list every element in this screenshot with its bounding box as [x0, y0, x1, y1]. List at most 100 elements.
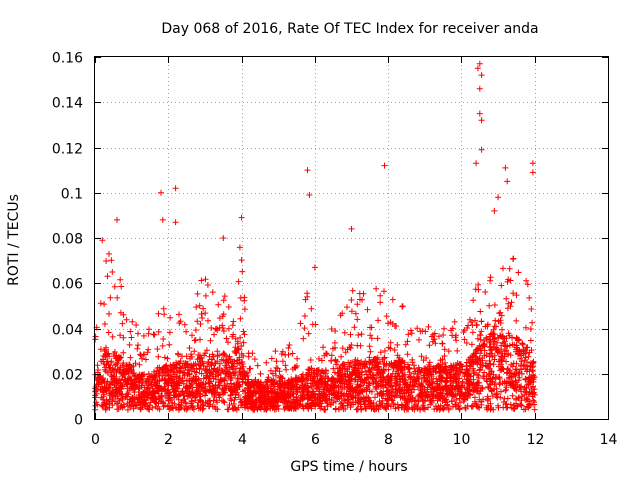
data-point — [140, 332, 147, 339]
data-point — [478, 328, 485, 335]
data-point — [351, 387, 358, 394]
data-point — [238, 257, 245, 264]
data-point — [483, 377, 490, 383]
data-point — [142, 356, 149, 363]
data-point — [196, 302, 203, 309]
data-point — [155, 387, 162, 394]
data-point — [106, 250, 112, 257]
data-point — [320, 344, 327, 351]
data-point — [241, 369, 248, 376]
data-point — [216, 394, 223, 401]
data-point — [189, 384, 196, 391]
data-point — [188, 400, 195, 407]
data-point — [261, 406, 268, 413]
data-point — [304, 290, 311, 297]
data-point — [491, 302, 498, 308]
data-point — [129, 370, 136, 377]
data-point — [264, 384, 271, 391]
data-point — [339, 361, 346, 368]
data-point — [179, 377, 186, 384]
data-point — [309, 399, 316, 406]
data-point — [507, 401, 514, 408]
data-point — [522, 375, 529, 382]
data-point — [395, 358, 402, 365]
data-point — [377, 349, 384, 356]
data-point — [103, 358, 110, 365]
data-point — [372, 356, 378, 363]
data-point — [355, 389, 362, 396]
data-point — [351, 324, 358, 331]
data-point — [293, 393, 300, 400]
data-point — [172, 387, 179, 394]
data-point — [517, 355, 523, 362]
data-point — [472, 286, 479, 293]
data-point — [496, 310, 503, 317]
data-point — [300, 382, 307, 389]
data-point — [476, 367, 483, 374]
data-point — [365, 382, 372, 389]
data-point — [401, 363, 408, 370]
data-point — [211, 331, 217, 338]
data-point — [260, 399, 267, 406]
data-point — [474, 335, 481, 342]
data-point — [385, 366, 392, 373]
data-point — [284, 392, 291, 399]
data-point — [146, 326, 152, 333]
data-point — [473, 354, 479, 361]
data-point — [225, 339, 231, 346]
data-point — [358, 401, 364, 408]
data-point — [507, 352, 514, 359]
data-point — [526, 349, 533, 356]
data-point — [411, 381, 418, 388]
data-point — [110, 373, 117, 379]
data-point — [329, 377, 336, 383]
y-tick-label: 0.14 — [52, 96, 83, 112]
data-point — [117, 276, 124, 283]
data-point — [408, 404, 415, 411]
data-point — [138, 391, 145, 398]
data-point — [261, 396, 268, 403]
data-point — [228, 364, 235, 371]
data-point — [439, 398, 446, 405]
data-point — [295, 375, 302, 381]
data-point — [408, 330, 415, 337]
data-point — [187, 364, 194, 371]
data-point — [154, 378, 161, 385]
data-point — [453, 337, 460, 344]
data-point — [381, 404, 388, 411]
data-point — [500, 366, 507, 373]
data-point — [446, 369, 453, 375]
data-point — [507, 303, 514, 310]
data-point — [238, 359, 245, 366]
data-point — [120, 366, 127, 373]
data-point — [497, 309, 504, 316]
data-point — [476, 110, 483, 117]
data-point — [366, 368, 373, 375]
data-point — [385, 373, 392, 380]
data-point — [177, 404, 184, 411]
data-point — [201, 385, 208, 392]
data-point — [377, 292, 384, 299]
data-point — [437, 402, 444, 409]
data-point — [366, 403, 373, 410]
data-point — [388, 361, 395, 368]
data-point — [328, 397, 335, 404]
data-point — [120, 334, 127, 341]
data-point — [394, 401, 401, 408]
data-point — [425, 371, 432, 378]
data-point — [126, 362, 133, 369]
data-point — [370, 380, 376, 387]
data-point — [494, 390, 500, 397]
data-point — [189, 332, 195, 339]
data-point — [449, 403, 456, 410]
data-point — [425, 323, 432, 330]
data-point — [92, 394, 99, 401]
data-point — [120, 311, 127, 318]
data-point — [291, 364, 298, 371]
data-point — [466, 372, 473, 379]
data-point — [347, 345, 354, 352]
data-point — [281, 384, 288, 391]
data-point — [397, 381, 404, 388]
data-point — [364, 306, 371, 313]
data-point — [112, 378, 118, 385]
